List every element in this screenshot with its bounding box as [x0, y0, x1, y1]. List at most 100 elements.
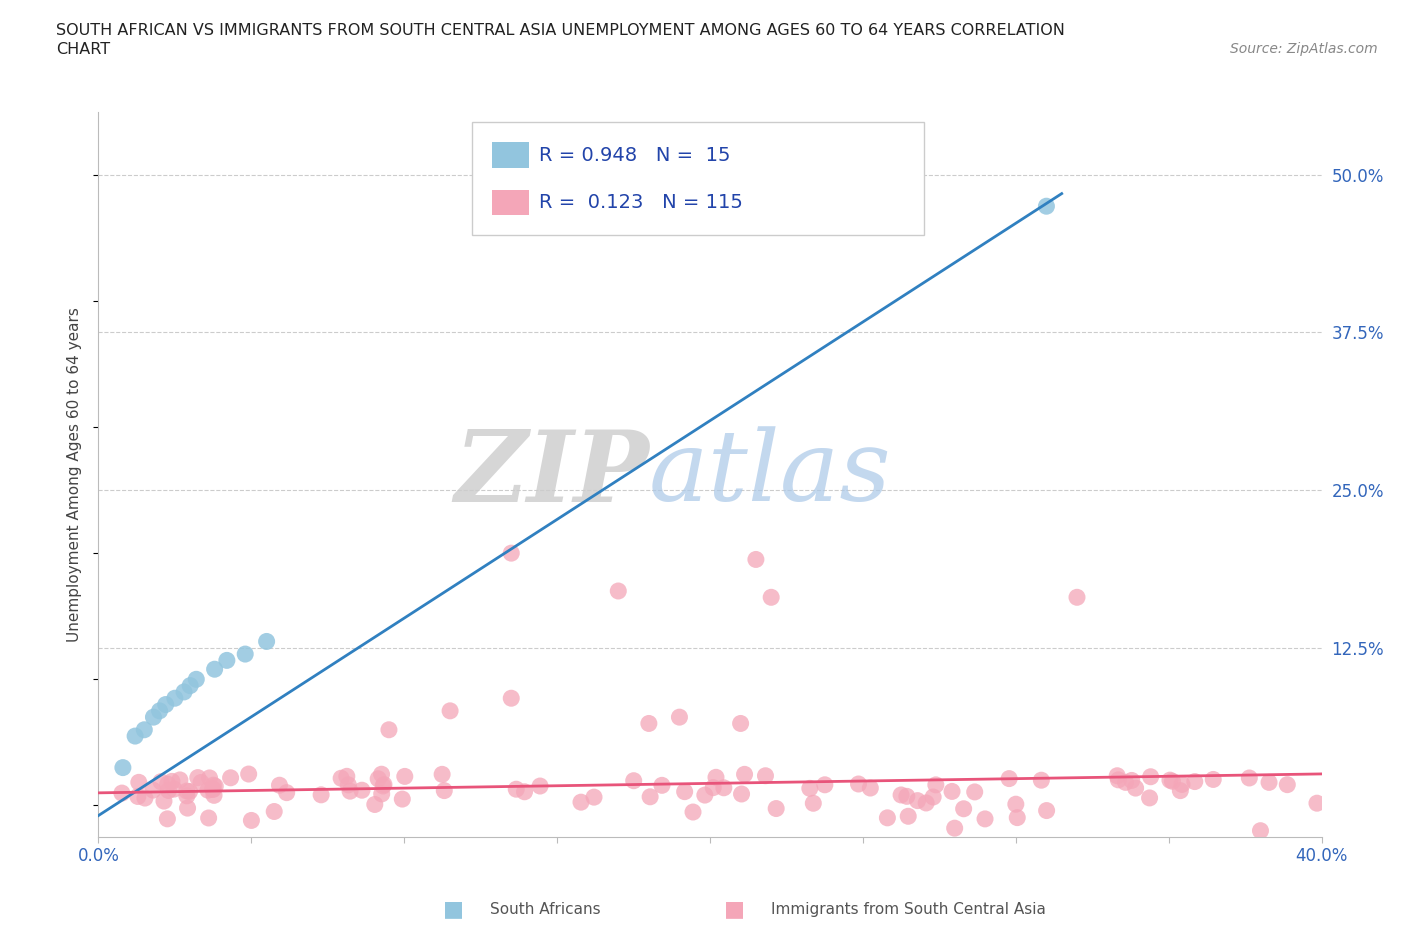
Point [859, 780, 882, 795]
Point [638, 790, 661, 804]
Point [198, 770, 221, 785]
Point [1007, 810, 1029, 825]
Point [371, 778, 394, 793]
Point [897, 809, 920, 824]
Point [219, 770, 242, 785]
Point [157, 783, 180, 798]
Point [943, 821, 966, 836]
Point [364, 797, 387, 812]
Point [339, 784, 361, 799]
Text: R = 0.948   N =  15: R = 0.948 N = 15 [538, 146, 730, 165]
Point [256, 634, 278, 649]
Point [754, 768, 776, 783]
Point [155, 698, 177, 712]
Point [1277, 777, 1299, 792]
Point [124, 728, 146, 743]
Point [142, 710, 165, 724]
Point [153, 793, 176, 808]
Point [759, 590, 782, 604]
Point [1202, 772, 1225, 787]
Point [1107, 773, 1129, 788]
FancyBboxPatch shape [492, 190, 529, 215]
Point [941, 784, 963, 799]
Point [430, 767, 453, 782]
Point [142, 783, 165, 798]
Point [1115, 775, 1137, 790]
Point [1035, 804, 1057, 818]
Point [156, 777, 179, 791]
Point [702, 780, 724, 795]
Text: Source: ZipAtlas.com: Source: ZipAtlas.com [1230, 42, 1378, 56]
Text: ■: ■ [443, 899, 464, 920]
Point [730, 716, 752, 731]
Point [202, 788, 225, 803]
Point [373, 777, 395, 792]
Text: South Africans: South Africans [489, 902, 600, 917]
Point [156, 811, 179, 826]
Point [745, 552, 768, 567]
Point [693, 788, 716, 803]
Point [907, 793, 929, 808]
Point [204, 662, 226, 677]
Text: atlas: atlas [650, 427, 891, 522]
Point [963, 785, 986, 800]
Point [848, 777, 870, 791]
Point [149, 775, 172, 790]
Point [378, 723, 401, 737]
Point [176, 789, 198, 804]
Point [730, 787, 752, 802]
Point [637, 716, 661, 731]
Point [998, 771, 1021, 786]
Point [1239, 771, 1261, 786]
Point [134, 790, 156, 805]
Point [215, 653, 238, 668]
Point [1306, 796, 1329, 811]
Text: ZIP: ZIP [454, 426, 650, 523]
Point [1258, 775, 1281, 790]
Point [197, 783, 219, 798]
Point [433, 783, 456, 798]
Point [197, 811, 219, 826]
Point [233, 646, 256, 661]
Point [201, 782, 224, 797]
Point [263, 804, 285, 819]
Point [1161, 774, 1184, 789]
Point [394, 769, 416, 784]
Point [127, 789, 149, 804]
Point [1139, 769, 1161, 784]
Point [240, 813, 263, 828]
Point [169, 773, 191, 788]
Point [337, 777, 360, 792]
Point [704, 770, 727, 785]
Point [1249, 823, 1271, 838]
Point [176, 784, 198, 799]
Point [269, 777, 291, 792]
Point [1066, 590, 1088, 604]
Point [173, 684, 195, 699]
Point [529, 778, 551, 793]
Point [974, 812, 997, 827]
Point [163, 781, 186, 796]
Point [179, 678, 201, 693]
Point [276, 785, 298, 800]
Point [439, 703, 461, 718]
Point [204, 778, 226, 793]
Text: R =  0.123   N = 115: R = 0.123 N = 115 [538, 193, 742, 212]
Point [367, 771, 389, 786]
Point [623, 773, 645, 788]
Point [202, 782, 225, 797]
Point [505, 782, 527, 797]
Point [1159, 773, 1181, 788]
Point [336, 769, 359, 784]
Point [309, 788, 332, 803]
Point [128, 775, 150, 790]
Point [187, 770, 209, 785]
FancyBboxPatch shape [471, 123, 924, 235]
Point [668, 710, 690, 724]
Point [1107, 768, 1129, 783]
Point [569, 795, 592, 810]
Point [513, 784, 536, 799]
Point [111, 760, 134, 775]
Point [179, 784, 201, 799]
Point [925, 777, 948, 792]
